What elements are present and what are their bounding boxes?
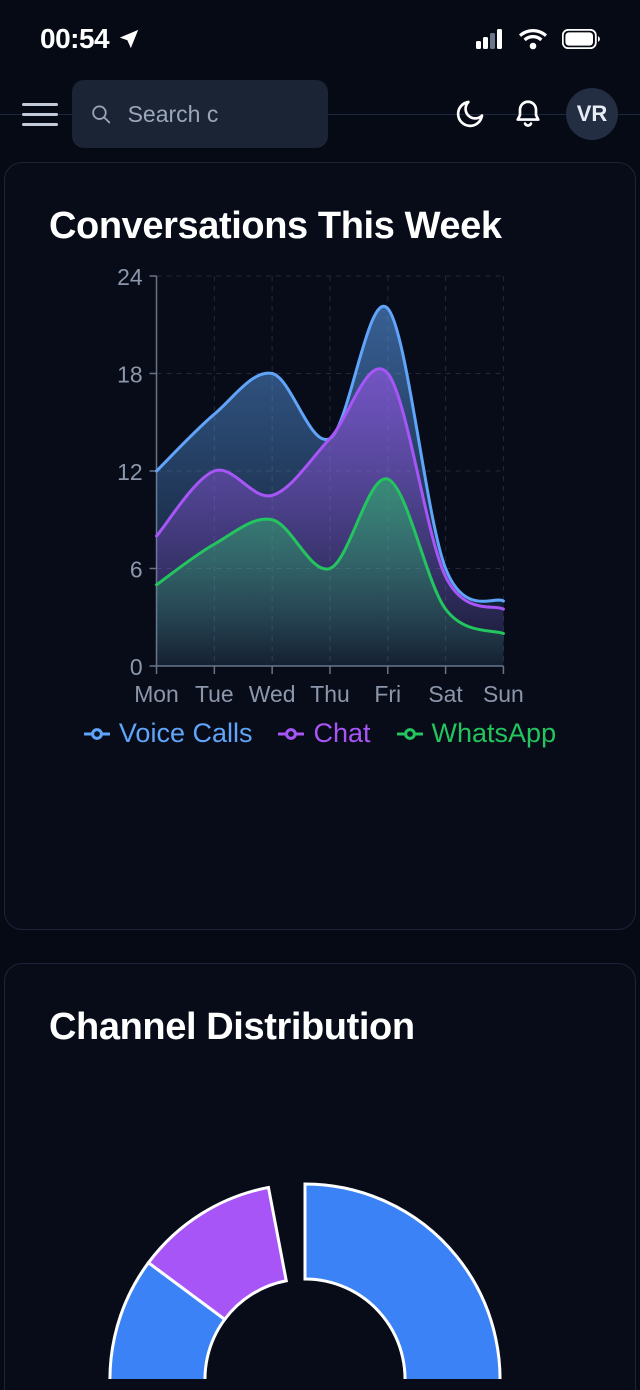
legend-marker-icon [278,727,305,740]
card-channel-distribution: Channel Distribution [4,963,636,1390]
x-axis-tick-label: Sun [483,681,524,706]
status-time: 00:54 [40,23,110,54]
legend-label: WhatsApp [431,718,557,749]
y-axis-tick-label: 18 [117,362,142,388]
avatar[interactable]: VR [566,88,618,140]
series-line-voice-calls [155,305,505,604]
legend-marker-icon [396,727,423,740]
y-axis-tick-label: 24 [117,266,143,290]
donut-slice-voice-calls[interactable] [108,1182,502,1380]
search-icon [92,105,111,124]
avatar-initials: VR [576,101,608,126]
series-area-whatsapp [156,479,504,667]
x-axis-tick-label: Wed [249,681,296,706]
legend-item-chat[interactable]: Chat [278,718,371,749]
cellular-signal-icon [476,29,502,49]
card-conversations-this-week: Conversations This Week 0 6 12 18 24 Mon Tue We… [4,162,636,930]
donut-chart [5,1049,635,1380]
x-axis-tick-label: Sat [428,681,463,706]
chart-legend: Voice Calls Chat WhatsApp [5,706,635,749]
series-line-chat [155,367,505,611]
battery-icon [562,29,600,49]
moon-icon[interactable] [448,92,492,136]
legend-label: Chat [313,718,371,749]
app-header: VR [0,78,640,150]
area-chart: 0 6 12 18 24 Mon Tue Wed Thu Fri Sat Sun [5,264,635,707]
page-title: Conversations This Week [49,205,502,247]
area-chart-svg: 0 6 12 18 24 Mon Tue Wed Thu Fri Sat Sun [117,264,524,707]
search-input[interactable] [127,100,310,128]
wifi-icon [519,29,547,50]
bell-icon[interactable] [506,92,550,136]
location-arrow-icon [119,29,139,49]
series-line-whatsapp [155,477,505,636]
x-axis-tick-label: Mon [134,681,179,706]
status-bar-left: 00:54 [40,23,140,55]
y-axis-tick-label: 12 [117,459,142,485]
status-bar: 00:54 [0,0,640,78]
x-axis-tick-label: Tue [195,681,234,706]
x-axis-tick-label: Thu [310,681,349,706]
legend-item-whatsapp[interactable]: WhatsApp [396,718,557,749]
hamburger-bar [22,102,58,106]
hamburger-menu-icon[interactable] [22,99,58,129]
hamburger-bar [22,112,58,116]
hamburger-bar [22,122,58,126]
legend-marker-icon [83,727,110,740]
legend-item-voice-calls[interactable]: Voice Calls [83,718,253,749]
donut-chart-svg [108,1182,502,1380]
status-bar-right [476,28,600,50]
y-axis-tick-label: 0 [130,654,143,680]
search-bar[interactable] [72,80,328,148]
page-title: Channel Distribution [49,1006,415,1048]
donut-slice-chat[interactable] [146,1186,289,1322]
x-axis-tick-label: Fri [374,681,401,706]
legend-label: Voice Calls [118,718,253,749]
y-axis-tick-label: 6 [130,557,143,583]
